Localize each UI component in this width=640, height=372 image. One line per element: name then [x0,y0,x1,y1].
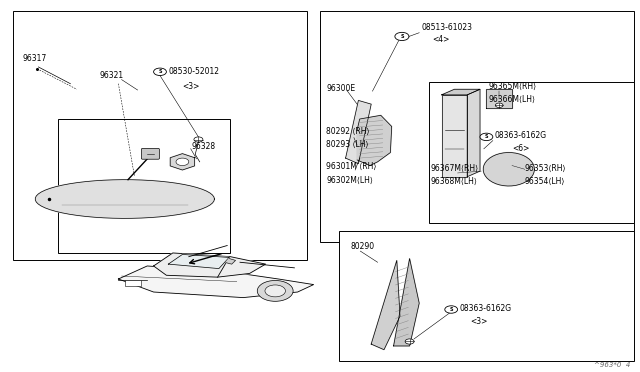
Circle shape [445,306,458,313]
Text: 96353⟨RH⟩: 96353⟨RH⟩ [525,164,566,173]
Text: 96301M ⟨RH⟩: 96301M ⟨RH⟩ [326,162,377,171]
Text: <6>: <6> [512,144,529,153]
Text: <3>: <3> [182,81,200,90]
Text: 80290: 80290 [350,242,374,251]
Text: 08363-6162G: 08363-6162G [495,131,547,140]
Text: 96354⟨LH⟩: 96354⟨LH⟩ [525,177,565,186]
Polygon shape [483,153,534,186]
Text: S: S [484,134,488,140]
Polygon shape [154,253,266,277]
Text: 80292 ⟨RH⟩: 80292 ⟨RH⟩ [326,127,370,136]
Polygon shape [170,154,195,170]
Circle shape [176,158,189,166]
Circle shape [257,280,293,301]
Bar [13,11,307,260]
Bar [320,11,634,242]
Polygon shape [226,259,236,264]
Text: ^963*0  4: ^963*0 4 [594,362,630,368]
Text: 96300E: 96300E [326,84,356,93]
Polygon shape [442,95,467,177]
Polygon shape [371,260,400,350]
Text: 96368M⟨LH⟩: 96368M⟨LH⟩ [431,177,477,186]
Polygon shape [346,100,371,164]
Text: 08363-6162G: 08363-6162G [460,304,511,312]
Text: 08513-61023: 08513-61023 [421,23,472,32]
Text: 96317: 96317 [22,54,47,63]
Text: 96321: 96321 [99,71,124,80]
Polygon shape [486,89,512,108]
Polygon shape [118,266,314,298]
Bar [429,82,634,223]
Text: 96328: 96328 [192,142,216,151]
Polygon shape [394,259,419,346]
Circle shape [405,339,414,344]
Text: S: S [449,307,453,312]
Bar [125,280,141,286]
Bar [58,119,230,253]
FancyBboxPatch shape [141,148,159,159]
Polygon shape [357,115,392,166]
Text: 96367M⟨RH⟩: 96367M⟨RH⟩ [431,164,479,173]
Text: 96302M⟨LH⟩: 96302M⟨LH⟩ [326,176,373,185]
Text: 80293 ⟨LH⟩: 80293 ⟨LH⟩ [326,140,369,149]
Text: 96366M⟨LH⟩: 96366M⟨LH⟩ [488,95,535,104]
Text: 08530-52012: 08530-52012 [168,67,220,76]
Text: S: S [400,34,404,39]
Circle shape [495,103,503,108]
Circle shape [480,133,493,141]
Text: S: S [158,69,162,74]
Polygon shape [35,180,214,218]
Polygon shape [442,89,480,95]
Circle shape [194,137,203,142]
Circle shape [154,68,166,76]
Text: <3>: <3> [470,317,488,326]
Polygon shape [467,89,480,177]
Text: <4>: <4> [432,35,449,44]
Bar [339,231,634,361]
Circle shape [395,32,409,41]
Text: 96365M⟨RH⟩: 96365M⟨RH⟩ [488,82,536,91]
Polygon shape [168,254,229,269]
Circle shape [265,285,285,297]
